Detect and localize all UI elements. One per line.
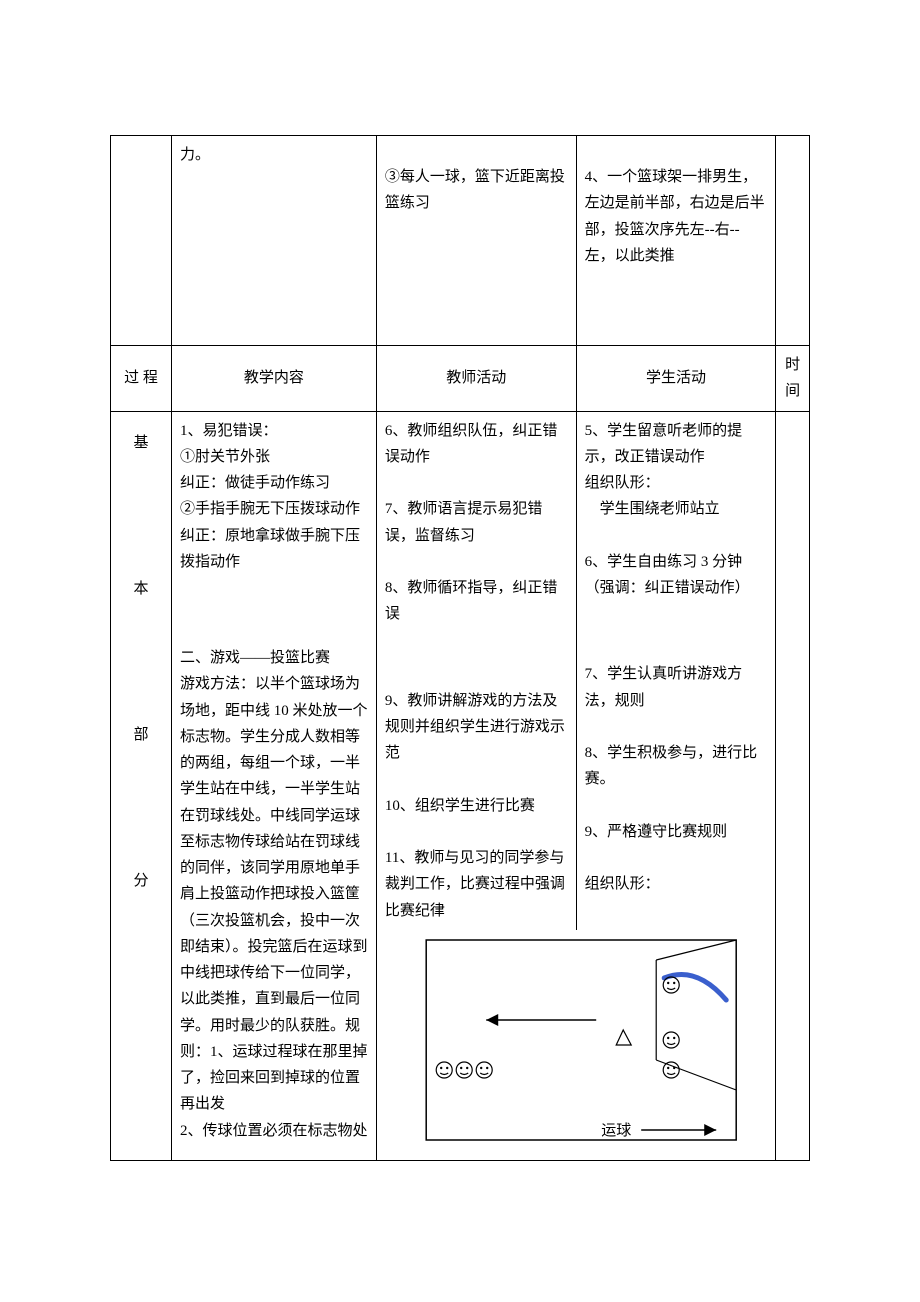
smiley-group-left	[436, 1062, 492, 1078]
smiley-icon	[663, 977, 679, 993]
inner-split-table: 6、教师组织队伍，纠正错误动作 7、教师语言提示易犯错误，监督练习 8、教师循环…	[377, 412, 775, 1160]
teacher-block-b: 9、教师讲解游戏的方法及规则并组织学生进行游戏示范 10、组织学生进行比赛 11…	[385, 688, 568, 924]
continuation-content: 力。	[171, 136, 376, 346]
header-process: 过 程	[111, 346, 172, 412]
court-diagram-svg: 运球	[385, 930, 767, 1160]
body-row: 基 本 部 分 1、易犯错误： ①肘关节外张 纠正：做徒手动作练习 ②手指手腕无…	[111, 411, 810, 1160]
content-block-a: 1、易犯错误： ①肘关节外张 纠正：做徒手动作练习 ②手指手腕无下压拨球动作 纠…	[180, 418, 368, 576]
continuation-side	[111, 136, 172, 346]
header-content: 教学内容	[171, 346, 376, 412]
header-time: 时间	[776, 346, 810, 412]
key-line-bottom	[656, 1060, 736, 1090]
key-line-top	[656, 940, 736, 960]
lesson-plan-table: 力。 ③每人一球，篮下近距离投篮练习 4、一个篮球架一排男生，左边是前半部，右边…	[110, 135, 810, 1161]
header-teacher: 教师活动	[376, 346, 576, 412]
diagram-cell: 运球	[377, 930, 775, 1160]
return-arrow-head	[486, 1014, 498, 1026]
smiley-icon	[663, 1032, 679, 1048]
teacher-student-merged: 6、教师组织队伍，纠正错误动作 7、教师语言提示易犯错误，监督练习 8、教师循环…	[376, 411, 775, 1160]
side-char-4: 分	[115, 868, 167, 894]
continuation-row: 力。 ③每人一球，篮下近距离投篮练习 4、一个篮球架一排男生，左边是前半部，右边…	[111, 136, 810, 346]
dribble-label: 运球	[601, 1122, 631, 1139]
time-cell	[776, 411, 810, 1160]
header-student: 学生活动	[576, 346, 776, 412]
content-cell: 1、易犯错误： ①肘关节外张 纠正：做徒手动作练习 ②手指手腕无下压拨球动作 纠…	[171, 411, 376, 1160]
shot-arc	[664, 974, 726, 1000]
student-cell: 5、学生留意听老师的提示，改正错误动作 组织队形： 学生围绕老师站立 6、学生自…	[576, 412, 775, 930]
smiley-group-right	[663, 977, 679, 1078]
content-block-b: 二、游戏——投篮比赛 游戏方法：以半个篮球场为场地，距中线 10 米处放一个标志…	[180, 645, 368, 1144]
smiley-icon	[456, 1062, 472, 1078]
student-block-b: 7、学生认真听讲游戏方法，规则 8、学生积极参与，进行比赛。 9、严格遵守比赛规…	[585, 661, 768, 897]
dribble-arrow-head	[704, 1124, 716, 1136]
text-practice-3: ③每人一球，篮下近距离投篮练习	[385, 169, 565, 211]
smiley-icon	[476, 1062, 492, 1078]
smiley-icon	[663, 1062, 679, 1078]
court-outline	[426, 940, 736, 1140]
smiley-icon	[436, 1062, 452, 1078]
court-diagram: 运球	[385, 930, 767, 1160]
student-block-a: 5、学生留意听老师的提示，改正错误动作 组织队形： 学生围绕老师站立 6、学生自…	[585, 418, 768, 602]
text-arrangement-4: 4、一个篮球架一排男生，左边是前半部，右边是后半部，投篮次序先左--右--左，以…	[585, 169, 765, 264]
continuation-time	[776, 136, 810, 346]
text-li: 力。	[180, 147, 210, 163]
cone-marker-icon	[616, 1030, 631, 1045]
page: 力。 ③每人一球，篮下近距离投篮练习 4、一个篮球架一排男生，左边是前半部，右边…	[0, 0, 920, 1302]
side-char-1: 基	[115, 430, 167, 456]
teacher-block-a: 6、教师组织队伍，纠正错误动作 7、教师语言提示易犯错误，监督练习 8、教师循环…	[385, 418, 568, 628]
side-phase-label: 基 本 部 分	[111, 411, 172, 1160]
side-char-3: 部	[115, 722, 167, 748]
header-row: 过 程 教学内容 教师活动 学生活动 时间	[111, 346, 810, 412]
continuation-student: 4、一个篮球架一排男生，左边是前半部，右边是后半部，投篮次序先左--右--左，以…	[576, 136, 776, 346]
continuation-teacher: ③每人一球，篮下近距离投篮练习	[376, 136, 576, 346]
teacher-cell: 6、教师组织队伍，纠正错误动作 7、教师语言提示易犯错误，监督练习 8、教师循环…	[377, 412, 576, 930]
side-char-2: 本	[115, 576, 167, 602]
